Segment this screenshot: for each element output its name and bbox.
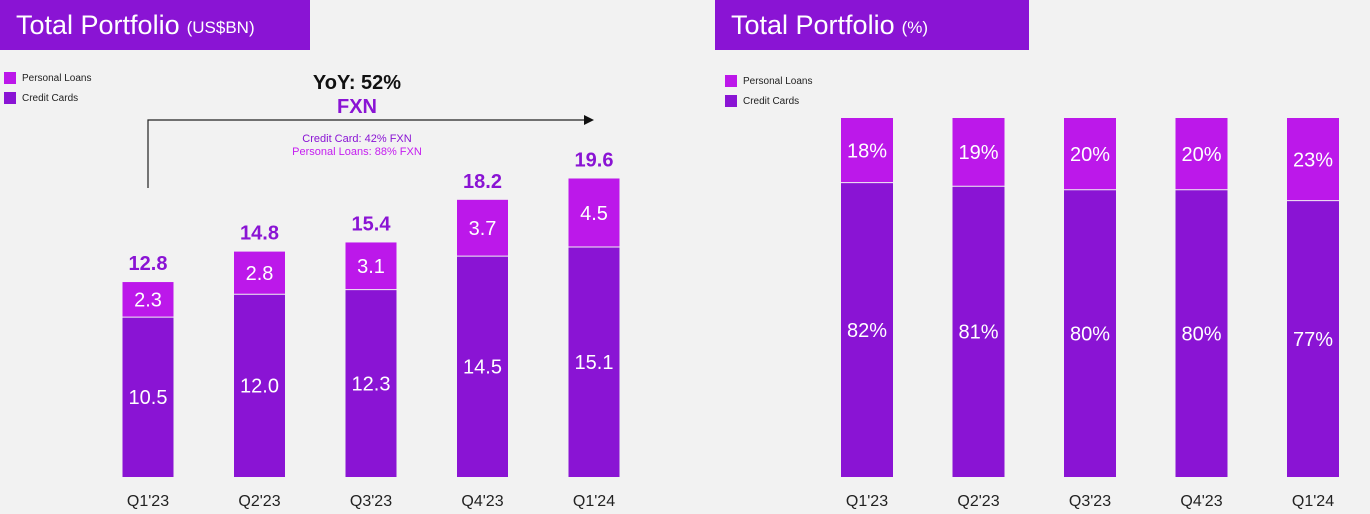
yoy-growth-label: YoY: 52% [312,72,402,94]
data-label-personal-loans-q3-23: 20% [1070,144,1110,166]
legend-swatch-personal-loans [725,75,737,87]
data-label-credit-cards-q3-23: 80% [1070,323,1110,345]
legend-swatch-credit-cards [725,95,737,107]
bar-personal-loans-q4-23 [1175,118,1228,190]
bar-personal-loans-q2-23 [234,251,285,295]
legend-item-credit-cards: Credit Cards [4,88,92,108]
bar-personal-loans-q2-23 [952,118,1005,187]
data-label-personal-loans-q2-23: 19% [958,142,998,164]
x-tick-label-q4-23: Q4'23 [1180,493,1222,510]
x-tick-label-q4-23: Q4'23 [461,493,503,510]
bar-credit-cards-q1-24 [568,247,620,477]
legend-swatch-credit-cards [4,92,16,104]
bar-personal-loans-q1-24 [568,178,620,248]
data-label-personal-loans-q1-24: 23% [1293,149,1333,171]
chart-title-unit: (US$BN) [186,18,255,37]
legend-item-credit-cards: Credit Cards [725,91,813,111]
chart-legend: Personal Loans Credit Cards [4,68,92,108]
legend-label-personal-loans: Personal Loans [743,75,813,87]
data-label-personal-loans-q2-23: 2.8 [246,263,274,285]
total-label-q1-24: 19.6 [575,149,614,171]
chart-title-bar: Total Portfolio (US$BN) [0,0,310,50]
bar-credit-cards-q2-23 [952,186,1005,477]
data-label-personal-loans-q4-23: 3.7 [469,218,497,240]
bar-credit-cards-q4-23 [457,256,508,477]
legend-item-personal-loans: Personal Loans [4,68,92,88]
legend-label-credit-cards: Credit Cards [743,95,800,107]
x-tick-label-q1-23: Q1'23 [846,493,888,510]
personal-loans-growth-note: Personal Loans: 88% FXN [292,146,422,158]
growth-arrow-head [584,115,594,125]
x-tick-label-q1-23: Q1'23 [127,493,169,510]
legend-label-personal-loans: Personal Loans [22,72,92,84]
bar-credit-cards-q4-23 [1175,189,1228,478]
bar-credit-cards-q3-23 [1064,189,1116,478]
stacked-bar-chart-usd: 10.5 2.3 12.8 Q1'23 12.0 2.8 14.8 Q2'23 12.3 3.1 1… [122,115,620,510]
bar-personal-loans-q1-23 [841,118,893,183]
x-tick-label-q2-23: Q2'23 [957,493,999,510]
x-tick-label-q2-23: Q2'23 [238,493,280,510]
credit-card-growth-note: Credit Card: 42% FXN [302,133,412,145]
x-tick-label-q3-23: Q3'23 [350,493,392,510]
bar-personal-loans-q1-24 [1287,118,1339,201]
data-label-credit-cards-q2-23: 81% [958,322,998,344]
chart-title: Total Portfolio [16,9,180,40]
growth-arrow-line [147,119,586,188]
fxn-label: FXN [337,96,377,118]
chart-title-unit: (%) [901,18,929,37]
stacked-bar-chart-percent: 82% 18% Q1'23 81% 19% Q2'23 80% 20% Q3'23 80% 20% Q… [841,118,1339,510]
bar-personal-loans-q1-23 [122,282,174,318]
bar-credit-cards-q1-23 [122,317,174,477]
legend-label-credit-cards: Credit Cards [22,92,79,104]
bar-personal-loans-q4-23 [457,199,508,257]
bar-credit-cards-q1-24 [1287,200,1339,477]
bar-credit-cards-q2-23 [234,294,285,477]
legend-swatch-personal-loans [4,72,16,84]
total-label-q3-23: 15.4 [352,213,392,235]
data-label-personal-loans-q1-23: 18% [847,140,887,162]
data-label-credit-cards-q4-23: 80% [1181,323,1221,345]
bar-credit-cards-q1-23 [841,182,893,477]
total-label-q4-23: 18.2 [463,171,502,193]
chart-title-bar: Total Portfolio (%) [715,0,1029,50]
data-label-credit-cards-q2-23: 12.0 [240,376,279,398]
legend-item-personal-loans: Personal Loans [725,71,813,91]
data-label-personal-loans-q3-23: 3.1 [357,256,385,278]
data-label-credit-cards-q1-23: 82% [847,320,887,342]
data-label-credit-cards-q3-23: 12.3 [352,373,391,395]
portfolio-usd-panel: Total Portfolio (US$BN) Personal Loans C… [0,0,620,510]
data-label-credit-cards-q1-24: 15.1 [575,352,614,374]
bar-credit-cards-q3-23 [345,289,397,477]
bar-personal-loans-q3-23 [1064,118,1116,190]
chart-title: Total Portfolio [731,9,895,40]
total-label-q1-23: 12.8 [129,253,168,275]
data-label-credit-cards-q4-23: 14.5 [463,357,502,379]
data-label-personal-loans-q4-23: 20% [1181,144,1221,166]
x-tick-label-q1-24: Q1'24 [573,493,615,510]
data-label-personal-loans-q1-24: 4.5 [580,203,608,225]
data-label-credit-cards-q1-24: 77% [1293,329,1333,351]
chart-legend: Personal Loans Credit Cards [725,71,813,111]
total-label-q2-23: 14.8 [240,223,279,245]
data-label-credit-cards-q1-23: 10.5 [129,387,168,409]
x-tick-label-q3-23: Q3'23 [1069,493,1111,510]
portfolio-percent-panel: Total Portfolio (%) Personal Loans Credi… [685,0,1370,514]
bar-personal-loans-q3-23 [345,242,397,290]
x-tick-label-q1-24: Q1'24 [1292,493,1334,510]
data-label-personal-loans-q1-23: 2.3 [134,290,162,312]
